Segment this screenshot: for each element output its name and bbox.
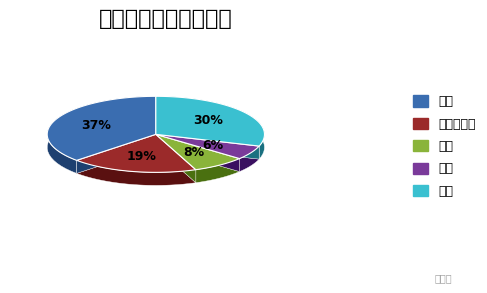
Polygon shape [156, 134, 196, 183]
Legend: 中国, 印度尼西亚, 秘鲁, 巴西, 其他: 中国, 印度尼西亚, 秘鲁, 巴西, 其他 [408, 90, 481, 203]
Text: 19%: 19% [127, 150, 156, 163]
Polygon shape [76, 160, 196, 185]
Text: 37%: 37% [81, 119, 111, 132]
Polygon shape [47, 96, 156, 173]
Polygon shape [156, 134, 240, 172]
Polygon shape [156, 134, 240, 172]
Text: 6%: 6% [203, 139, 224, 152]
Polygon shape [156, 96, 264, 146]
Text: MINING  LINK: MINING LINK [136, 159, 208, 169]
Polygon shape [156, 134, 259, 159]
Polygon shape [156, 134, 196, 183]
Polygon shape [47, 96, 156, 160]
Polygon shape [196, 159, 240, 183]
Polygon shape [76, 134, 156, 173]
Polygon shape [240, 146, 259, 172]
Polygon shape [156, 96, 264, 159]
Text: 矿业汇: 矿业汇 [434, 273, 452, 283]
Polygon shape [156, 134, 240, 170]
Polygon shape [76, 134, 156, 173]
Polygon shape [156, 134, 259, 159]
Text: 8%: 8% [184, 146, 205, 159]
Text: 全球锡矿产量分布情况: 全球锡矿产量分布情况 [99, 9, 232, 29]
Polygon shape [156, 134, 259, 159]
Text: 30%: 30% [194, 115, 224, 127]
Polygon shape [76, 134, 196, 172]
